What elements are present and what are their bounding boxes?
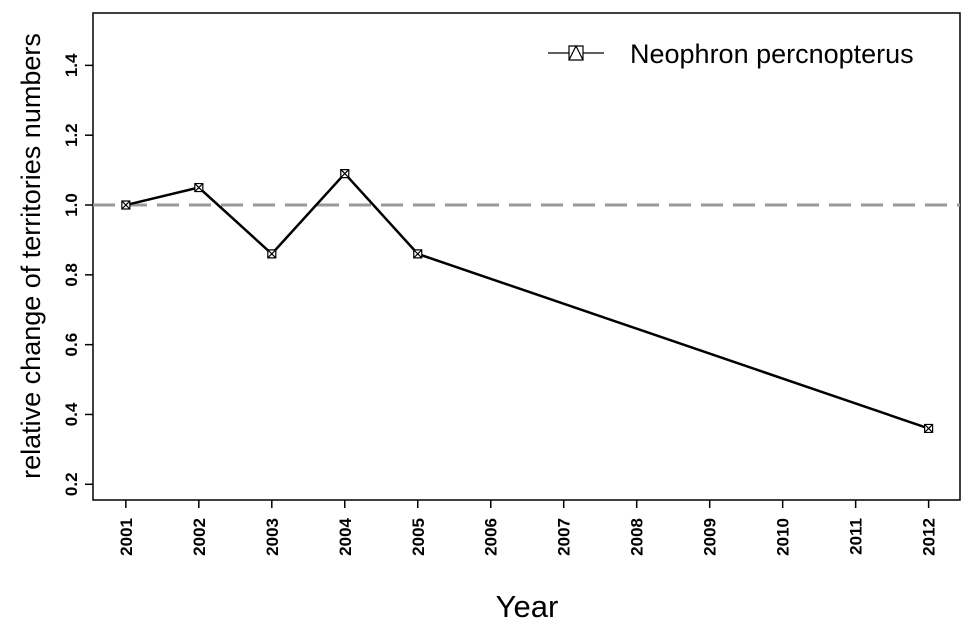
x-tick-label: 2004 bbox=[336, 517, 355, 555]
x-tick-label: 2005 bbox=[409, 518, 428, 556]
y-axis-label: relative change of territories numbers bbox=[16, 33, 46, 479]
y-tick-label: 0.8 bbox=[62, 263, 81, 287]
y-tick-label: 1.0 bbox=[62, 193, 81, 217]
series-line bbox=[125, 171, 930, 430]
x-tick-label: 2010 bbox=[774, 518, 793, 556]
y-tick-label: 0.6 bbox=[62, 333, 81, 357]
x-tick-label: 2002 bbox=[190, 518, 209, 556]
x-tick-label: 2012 bbox=[920, 518, 939, 556]
y-tick-label: 1.4 bbox=[62, 53, 81, 77]
y-tick-label: 0.4 bbox=[62, 402, 81, 426]
x-tick-label: 2007 bbox=[555, 518, 574, 556]
data-point bbox=[121, 200, 131, 210]
y-tick-label: 0.2 bbox=[62, 472, 81, 496]
x-axis-label: Year bbox=[496, 589, 559, 622]
data-point bbox=[267, 249, 277, 259]
x-tick-label: 2009 bbox=[701, 518, 720, 556]
x-tick-label: 2001 bbox=[117, 518, 136, 556]
legend-label: Neophron percnopterus bbox=[630, 39, 914, 69]
plot-frame bbox=[92, 12, 961, 501]
x-tick-label: 2011 bbox=[847, 518, 866, 555]
x-tick-label: 2003 bbox=[263, 518, 282, 556]
data-point bbox=[413, 249, 423, 259]
y-tick-label: 1.2 bbox=[62, 123, 81, 147]
x-tick-label: 2006 bbox=[482, 518, 501, 556]
data-point bbox=[194, 182, 204, 193]
legend-marker bbox=[568, 44, 584, 61]
x-tick-label: 2008 bbox=[628, 518, 647, 556]
data-point bbox=[340, 168, 350, 179]
data-point bbox=[924, 423, 934, 434]
